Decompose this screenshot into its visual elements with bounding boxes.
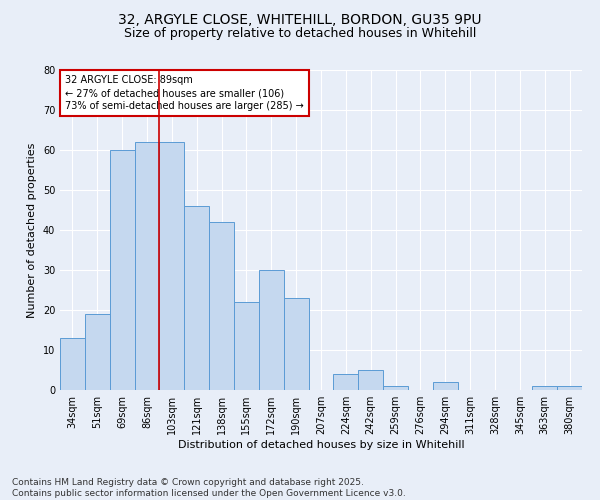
Bar — [184, 206, 209, 390]
Bar — [383, 386, 408, 390]
Bar — [557, 386, 582, 390]
Bar — [85, 314, 110, 390]
Bar — [110, 150, 134, 390]
Text: Contains HM Land Registry data © Crown copyright and database right 2025.
Contai: Contains HM Land Registry data © Crown c… — [12, 478, 406, 498]
Bar — [334, 374, 358, 390]
Text: 32, ARGYLE CLOSE, WHITEHILL, BORDON, GU35 9PU: 32, ARGYLE CLOSE, WHITEHILL, BORDON, GU3… — [118, 12, 482, 26]
X-axis label: Distribution of detached houses by size in Whitehill: Distribution of detached houses by size … — [178, 440, 464, 450]
Bar — [284, 298, 308, 390]
Bar — [433, 382, 458, 390]
Bar — [209, 222, 234, 390]
Bar — [160, 142, 184, 390]
Bar — [259, 270, 284, 390]
Y-axis label: Number of detached properties: Number of detached properties — [27, 142, 37, 318]
Bar — [358, 370, 383, 390]
Bar — [134, 142, 160, 390]
Text: Size of property relative to detached houses in Whitehill: Size of property relative to detached ho… — [124, 28, 476, 40]
Bar — [234, 302, 259, 390]
Text: 32 ARGYLE CLOSE: 89sqm
← 27% of detached houses are smaller (106)
73% of semi-de: 32 ARGYLE CLOSE: 89sqm ← 27% of detached… — [65, 75, 304, 111]
Bar — [60, 338, 85, 390]
Bar — [532, 386, 557, 390]
